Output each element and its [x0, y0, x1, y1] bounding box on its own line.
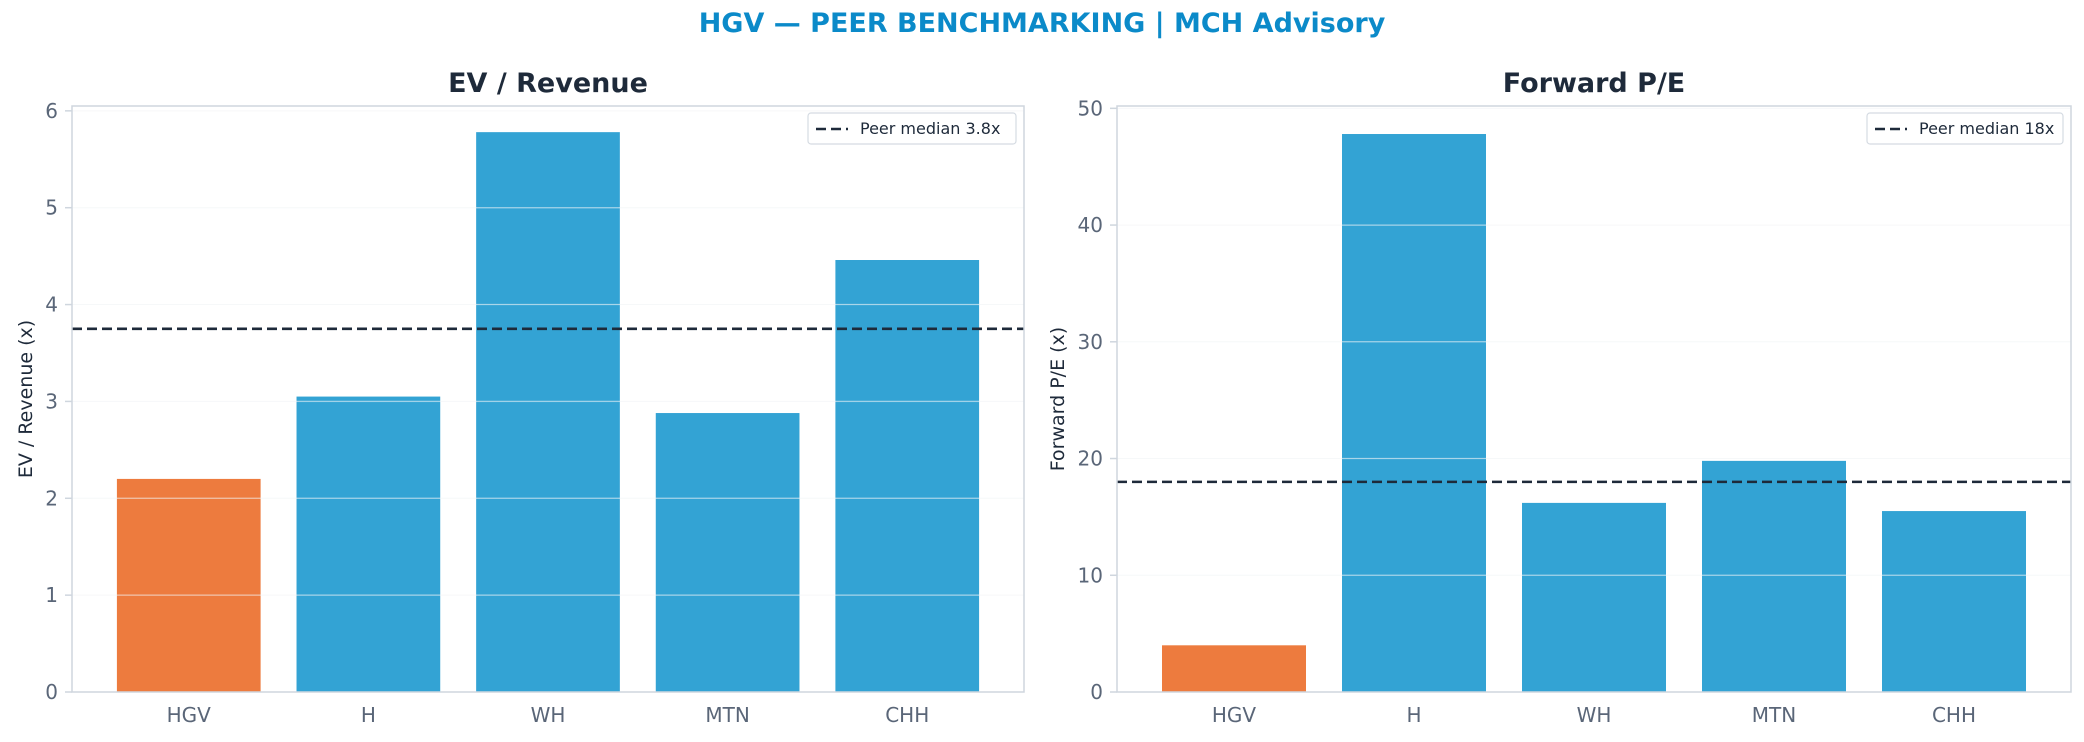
y-tick-label: 3 — [45, 389, 58, 413]
chart-title: EV / Revenue — [448, 68, 648, 99]
bar-chh — [1882, 511, 2026, 692]
legend: Peer median 3.8x — [807, 112, 1017, 145]
x-tick-label: H — [361, 703, 376, 727]
x-tick-label: H — [1406, 703, 1421, 727]
x-tick-label: MTN — [1752, 703, 1796, 727]
y-tick-label: 10 — [1078, 563, 1103, 587]
figure-title: HGV — PEER BENCHMARKING | MCH Advisory — [698, 8, 1386, 39]
chart-panel-2: HGV H WH MTN CHH 0 10 20 30 40 50 Forward P/E Forwar… — [1047, 68, 2072, 727]
plot-frame — [1116, 105, 2072, 693]
y-tick-label: 1 — [45, 583, 58, 607]
y-tick-label: 2 — [45, 486, 58, 510]
x-tick-label: CHH — [885, 703, 929, 727]
chart-panel-1: HGV H WH MTN CHH 0 1 2 3 4 5 6 EV / Revenue EV / Reve… — [15, 68, 1025, 727]
y-axis-label: EV / Revenue (x) — [15, 320, 37, 478]
bar-mtn — [655, 413, 800, 692]
y-axis-label: Forward P/E (x) — [1047, 327, 1069, 471]
chart-title: Forward P/E — [1503, 68, 1686, 99]
bar-chh — [835, 260, 980, 692]
y-tick-label: 6 — [45, 99, 58, 123]
legend-label: Peer median 18x — [1919, 119, 2054, 138]
x-tick-label: CHH — [1932, 703, 1976, 727]
bar-wh — [1522, 502, 1666, 692]
x-tick-label: MTN — [705, 703, 749, 727]
y-tick-label: 50 — [1078, 96, 1103, 120]
bar-wh — [476, 132, 620, 692]
legend: Peer median 18x — [1866, 112, 2064, 145]
y-tick-label: 40 — [1078, 213, 1103, 237]
legend-box — [1866, 112, 2064, 145]
y-tick-label: 5 — [45, 196, 58, 220]
bar-h — [296, 396, 441, 692]
bar-h — [1342, 134, 1486, 692]
x-tick-label: HGV — [167, 703, 212, 727]
y-tick-label: 0 — [1090, 680, 1103, 704]
y-tick-label: 30 — [1078, 330, 1103, 354]
plot-frame — [71, 105, 1025, 693]
x-tick-label: HGV — [1212, 703, 1257, 727]
y-tick-label: 0 — [45, 680, 58, 704]
y-tick-label: 20 — [1078, 447, 1103, 471]
bar-hgv — [1162, 645, 1306, 692]
bar-mtn — [1702, 460, 1846, 692]
legend-label: Peer median 3.8x — [860, 119, 1000, 138]
x-tick-label: WH — [1577, 703, 1612, 727]
legend-box — [807, 112, 1017, 145]
y-tick-label: 4 — [45, 293, 58, 317]
bar-hgv — [116, 478, 261, 692]
x-tick-label: WH — [531, 703, 566, 727]
